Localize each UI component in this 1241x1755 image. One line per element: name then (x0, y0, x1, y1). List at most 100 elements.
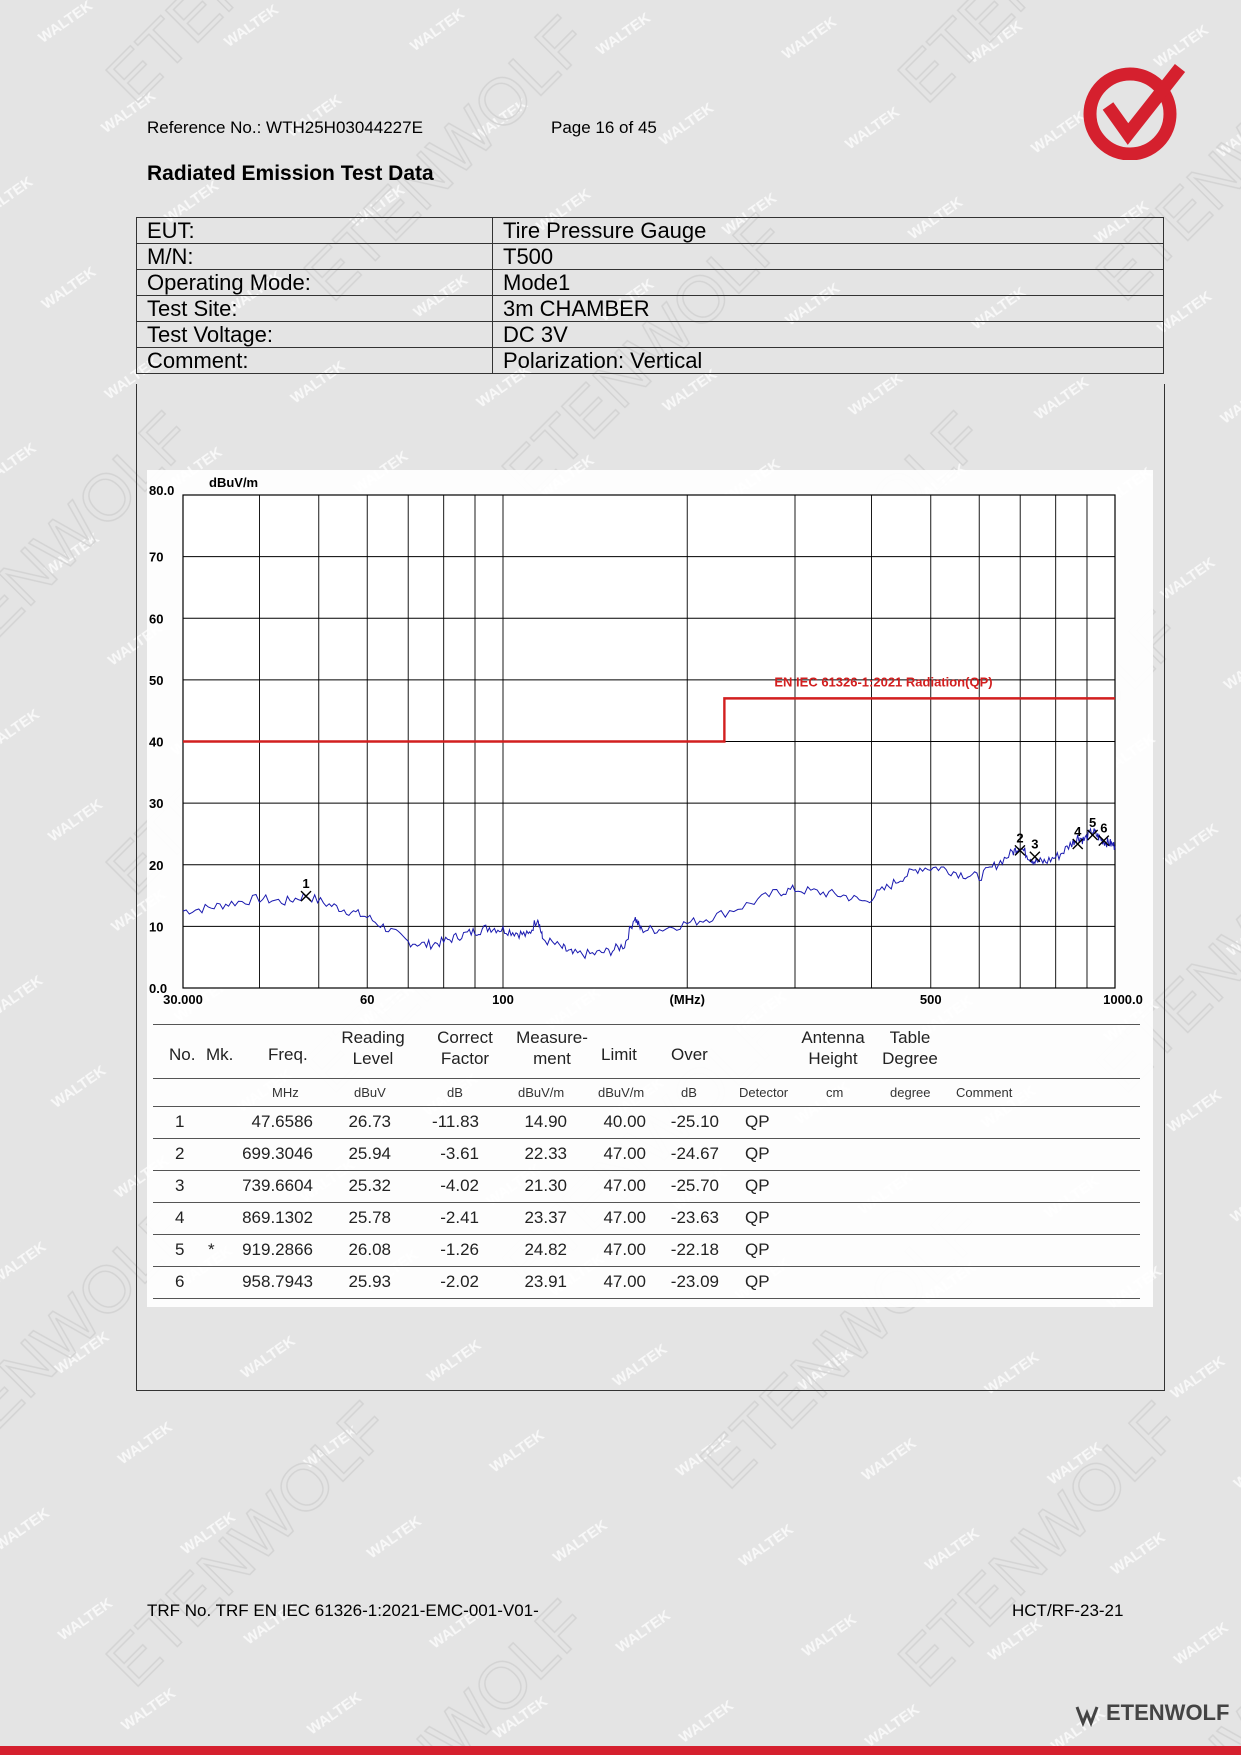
x-tick-label: 500 (920, 992, 942, 1007)
footer-code: HCT/RF-23-21 (1012, 1601, 1124, 1620)
marker-x (1014, 844, 1026, 856)
page-title: Radiated Emission Test Data (147, 162, 434, 185)
info-value: Polarization: Vertical (492, 347, 1164, 374)
table-row: 4 869.1302 25.78 -2.41 23.37 47.00 -23.63 QP (153, 1203, 1140, 1235)
info-row: EUT: Tire Pressure Gauge (136, 217, 1164, 244)
col-correct-2: Factor (440, 1049, 490, 1068)
col-over: Over (671, 1045, 708, 1064)
col-measurement: Measure-ment (507, 1027, 597, 1069)
emission-chart: 80.0 70 60 50 40 30 20 10 0.0 dBuV/m 30.000 60 100 50… (149, 475, 1143, 1007)
info-row: Operating Mode: Mode1 (136, 269, 1164, 296)
unit-measure: dBuV/m (518, 1085, 565, 1100)
check-circle-logo-icon (1083, 64, 1186, 160)
chart-frame (136, 384, 1165, 1391)
row-freq: 869.1302 (242, 1208, 313, 1227)
row-reading: 26.73 (348, 1112, 391, 1131)
row-freq: 699.3046 (242, 1144, 313, 1163)
row-detector: QP (745, 1144, 770, 1163)
unit-degree: degree (890, 1085, 931, 1100)
info-value: Tire Pressure Gauge (492, 217, 1164, 244)
col-table: Table Degree (875, 1027, 945, 1069)
brand-mark-icon (1075, 1706, 1099, 1727)
marker-x (1029, 851, 1041, 863)
col-table-2: Degree (882, 1049, 938, 1068)
info-key: EUT: (136, 217, 493, 244)
marker-label: 6 (1100, 821, 1107, 836)
row-measure: 23.91 (524, 1272, 567, 1291)
marker-x (1087, 829, 1099, 841)
row-reading: 25.78 (348, 1208, 391, 1227)
row-measure: 23.37 (524, 1208, 567, 1227)
x-tick-label: 60 (360, 992, 374, 1007)
row-reading: 26.08 (348, 1240, 391, 1259)
results-rows: 1 47.6586 26.73 -11.83 14.90 40.00 -25.10 QP 2 69… (153, 1107, 1140, 1299)
marker-label: 5 (1089, 815, 1096, 830)
info-key: Operating Mode: (136, 269, 493, 296)
col-measurement-2: ment (533, 1049, 571, 1068)
info-key: Test Site: (136, 295, 493, 322)
footer-trf: TRF No. TRF EN IEC 61326-1:2021-EMC-001-… (147, 1601, 539, 1620)
y-tick-label: 0.0 (149, 981, 167, 996)
col-mk: Mk. (206, 1045, 234, 1064)
marker-x (1098, 835, 1110, 847)
row-measure: 22.33 (524, 1144, 567, 1163)
info-key: Test Voltage: (136, 321, 493, 348)
results-header: No. Mk. Freq. Reading Level Correct Factor… (153, 1024, 1140, 1079)
row-limit: 40.00 (603, 1112, 646, 1131)
row-measure: 24.82 (524, 1240, 567, 1259)
row-correct: -11.83 (432, 1112, 479, 1131)
row-reading: 25.32 (348, 1176, 391, 1195)
y-tick-label: 50 (149, 673, 163, 688)
limit-line (183, 697, 1115, 743)
col-antenna: Antenna Height (793, 1027, 873, 1069)
row-over: -25.70 (670, 1176, 719, 1195)
info-row: M/N: T500 (136, 243, 1164, 270)
table-row: 1 47.6586 26.73 -11.83 14.90 40.00 -25.10 QP (153, 1107, 1140, 1139)
row-limit: 47.00 (603, 1240, 646, 1259)
marker-label: 2 (1016, 830, 1023, 845)
row-correct: -4.02 (440, 1176, 479, 1195)
row-limit: 47.00 (603, 1208, 646, 1227)
y-tick-label: 70 (149, 550, 163, 565)
row-freq: 739.6604 (242, 1176, 313, 1195)
row-detector: QP (745, 1112, 770, 1131)
row-mk: * (208, 1240, 215, 1259)
row-over: -22.18 (670, 1240, 719, 1259)
row-correct: -2.02 (440, 1272, 479, 1291)
unit-detector: Detector (739, 1085, 789, 1100)
row-freq: 958.7943 (242, 1272, 313, 1291)
col-antenna-1: Antenna (801, 1028, 865, 1047)
row-detector: QP (745, 1176, 770, 1195)
col-freq: Freq. (268, 1045, 308, 1064)
unit-reading: dBuV (354, 1085, 386, 1100)
info-value: T500 (492, 243, 1164, 270)
marker-label: 1 (302, 876, 309, 891)
info-value: 3m CHAMBER (492, 295, 1164, 322)
row-limit: 47.00 (603, 1176, 646, 1195)
row-over: -23.09 (670, 1272, 719, 1291)
marker-x (300, 890, 312, 902)
row-correct: -1.26 (440, 1240, 479, 1259)
row-limit: 47.00 (603, 1272, 646, 1291)
col-antenna-2: Height (808, 1049, 858, 1068)
table-row: 5 * 919.2866 26.08 -1.26 24.82 47.00 -22.18 QP (153, 1235, 1140, 1267)
info-value: Mode1 (492, 269, 1164, 296)
info-row: Comment: Polarization: Vertical (136, 347, 1164, 374)
table-row: 2 699.3046 25.94 -3.61 22.33 47.00 -24.67 QP (153, 1139, 1140, 1171)
row-no: 2 (175, 1144, 185, 1163)
unit-height: cm (826, 1085, 844, 1100)
y-tick-label: 20 (149, 858, 163, 873)
y-tick-label: 40 (149, 735, 163, 750)
results-units: MHz dBuV dB dBuV/m dBuV/m dB Detector cm… (153, 1079, 1140, 1107)
row-measure: 21.30 (524, 1176, 567, 1195)
row-over: -24.67 (670, 1144, 719, 1163)
row-correct: -3.61 (440, 1144, 479, 1163)
info-key: M/N: (136, 243, 493, 270)
marker-label: 3 (1031, 837, 1038, 852)
row-limit: 47.00 (603, 1144, 646, 1163)
row-reading: 25.93 (348, 1272, 391, 1291)
col-no: No. (169, 1045, 196, 1064)
row-detector: QP (745, 1240, 770, 1259)
col-reading-2: Level (352, 1049, 394, 1068)
table-row: 3 739.6604 25.32 -4.02 21.30 47.00 -25.70 QP (153, 1171, 1140, 1203)
